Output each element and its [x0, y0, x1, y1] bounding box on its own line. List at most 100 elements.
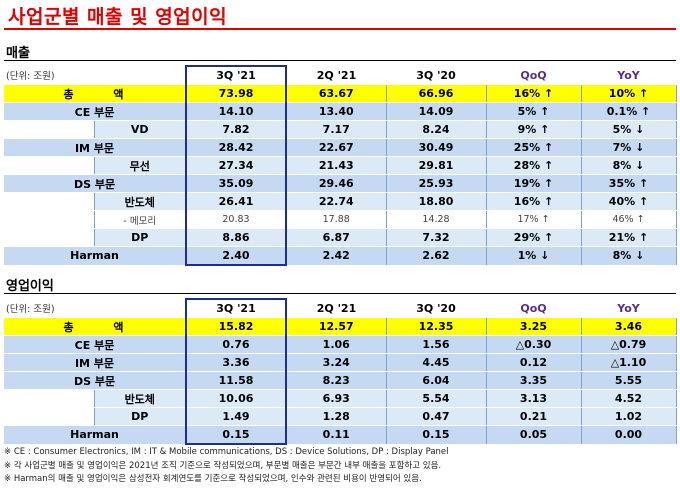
revenue-row-sublabel: 무선: [94, 156, 187, 175]
revenue-header-row: (단위: 조원) 3Q '21 2Q '21 3Q '20 QoQ YoY: [4, 65, 676, 85]
revenue-value-cell: 35% ↑: [581, 174, 677, 193]
revenue-value-cell: 7.32: [386, 228, 487, 247]
revenue-value-cell: 8.24: [386, 120, 487, 139]
op-row: IM 부문 3.36 3.24 4.45 0.12 △1.10: [4, 353, 677, 372]
revenue-indent-cell: [4, 156, 95, 175]
op-value-cell: 1.49: [185, 407, 287, 426]
revenue-value-cell: 8% ↓: [581, 156, 677, 175]
op-value-cell: 6.93: [286, 389, 387, 408]
revenue-row-sublabel: 반도체: [94, 192, 187, 211]
revenue-value-cell: 40% ↑: [581, 192, 677, 211]
revenue-value-cell: 7.82: [185, 120, 287, 139]
revenue-row-label: CE 부문: [4, 102, 187, 121]
title-divider: [4, 28, 676, 30]
operating-profit-section-title: 영업이익: [6, 279, 54, 294]
footnote-organization-basis: ※ 각 사업군별 매출 및 영업이익은 2021년 조직 기준으로 작성되었으며…: [4, 460, 442, 471]
revenue-value-cell: 21.43: [286, 156, 387, 175]
op-value-cell: 3.13: [486, 389, 582, 408]
op-value-cell: 1.28: [286, 407, 387, 426]
op-row: DP 1.49 1.28 0.47 0.21 1.02: [4, 407, 677, 426]
revenue-value-cell: 17.88: [286, 210, 387, 229]
op-col-header: QoQ: [486, 299, 581, 318]
op-value-cell: 3.35: [486, 371, 582, 390]
revenue-value-cell: 28.42: [185, 138, 287, 157]
footnotes: ※ CE : Consumer Electronics, IM : IT & M…: [4, 446, 449, 487]
revenue-value-cell: 29.81: [386, 156, 487, 175]
op-value-cell: 0.12: [486, 353, 582, 372]
revenue-value-cell: 29% ↑: [486, 228, 582, 247]
revenue-col-header: 3Q '21: [185, 65, 287, 85]
revenue-row-label: 총 액: [4, 84, 187, 103]
revenue-value-cell: 5% ↓: [581, 120, 677, 139]
revenue-value-cell: 13.40: [286, 102, 387, 121]
revenue-value-cell: 2.62: [386, 246, 487, 266]
revenue-value-cell: 20.83: [185, 210, 287, 229]
op-value-cell: 5.54: [386, 389, 487, 408]
revenue-col-header: 2Q '21: [286, 66, 386, 85]
op-value-cell: △0.79: [581, 335, 677, 354]
revenue-value-cell: 28% ↑: [486, 156, 582, 175]
op-row-label: CE 부문: [4, 335, 187, 354]
revenue-indent-cell: [4, 228, 95, 247]
revenue-value-cell: 18.80: [386, 192, 487, 211]
op-value-cell: 0.21: [486, 407, 582, 426]
op-value-cell: 1.56: [386, 335, 487, 354]
revenue-unit-label: (단위: 조원): [4, 66, 186, 85]
op-col-header: 3Q '21: [185, 298, 287, 318]
op-value-cell: 1.06: [286, 335, 387, 354]
op-col-header: 3Q '20: [386, 299, 486, 318]
revenue-value-cell: 14.09: [386, 102, 487, 121]
revenue-col-header: YoY: [581, 66, 676, 85]
op-unit-label: (단위: 조원): [4, 299, 186, 318]
op-value-cell: 6.04: [386, 371, 487, 390]
op-value-cell: 3.24: [286, 353, 387, 372]
op-row: 총 액 15.82 12.57 12.35 3.25 3.46: [4, 317, 677, 336]
revenue-section-title: 매출: [6, 46, 30, 61]
op-value-cell: 3.25: [486, 317, 582, 336]
revenue-value-cell: 16% ↑: [486, 192, 582, 211]
revenue-row: VD 7.82 7.17 8.24 9% ↑ 5% ↓: [4, 120, 677, 139]
op-value-cell: 1.02: [581, 407, 677, 426]
revenue-row: Harman 2.40 2.42 2.62 1% ↓ 8% ↓: [4, 246, 677, 266]
revenue-row: 무선 27.34 21.43 29.81 28% ↑ 8% ↓: [4, 156, 677, 175]
op-value-cell: 0.76: [185, 335, 287, 354]
revenue-value-cell: 8% ↓: [581, 246, 677, 266]
revenue-section-divider: [4, 60, 676, 61]
op-value-cell: 0.11: [286, 425, 387, 445]
revenue-col-header: 3Q '20: [386, 66, 486, 85]
revenue-table: (단위: 조원) 3Q '21 2Q '21 3Q '20 QoQ YoY 총 액 73.98…: [4, 65, 677, 266]
op-value-cell: 5.55: [581, 371, 677, 390]
op-value-cell: 3.46: [581, 317, 677, 336]
revenue-value-cell: 21% ↑: [581, 228, 677, 247]
revenue-value-cell: 35.09: [185, 174, 287, 193]
revenue-row: IM 부문 28.42 22.67 30.49 25% ↑ 7% ↓: [4, 138, 677, 157]
op-value-cell: 10.06: [185, 389, 287, 408]
revenue-value-cell: 7.17: [286, 120, 387, 139]
op-value-cell: 8.23: [286, 371, 387, 390]
revenue-value-cell: 46% ↑: [581, 210, 677, 229]
revenue-value-cell: 73.98: [185, 84, 287, 103]
revenue-value-cell: 2.40: [185, 246, 287, 266]
revenue-row-label: IM 부문: [4, 138, 187, 157]
revenue-value-cell: 2.42: [286, 246, 387, 266]
op-value-cell: 0.15: [185, 425, 287, 445]
revenue-row: 반도체 26.41 22.74 18.80 16% ↑ 40% ↑: [4, 192, 677, 211]
op-value-cell: 12.57: [286, 317, 387, 336]
op-value-cell: 4.52: [581, 389, 677, 408]
op-value-cell: 11.58: [185, 371, 287, 390]
op-col-header: 2Q '21: [286, 299, 386, 318]
revenue-row-label: Harman: [4, 246, 187, 266]
revenue-value-cell: 8.86: [185, 228, 287, 247]
op-indent-cell: [4, 389, 95, 408]
revenue-value-cell: 10% ↑: [581, 84, 677, 103]
op-value-cell: 3.36: [185, 353, 287, 372]
op-row-label: Harman: [4, 425, 187, 445]
revenue-value-cell: 29.46: [286, 174, 387, 193]
op-header-row: (단위: 조원) 3Q '21 2Q '21 3Q '20 QoQ YoY: [4, 298, 676, 318]
op-value-cell: △1.10: [581, 353, 677, 372]
revenue-value-cell: 14.28: [386, 210, 487, 229]
page-title: 사업군별 매출 및 영업이익: [8, 6, 228, 28]
revenue-value-cell: 19% ↑: [486, 174, 582, 193]
revenue-value-cell: 66.96: [386, 84, 487, 103]
revenue-row: DP 8.86 6.87 7.32 29% ↑ 21% ↑: [4, 228, 677, 247]
